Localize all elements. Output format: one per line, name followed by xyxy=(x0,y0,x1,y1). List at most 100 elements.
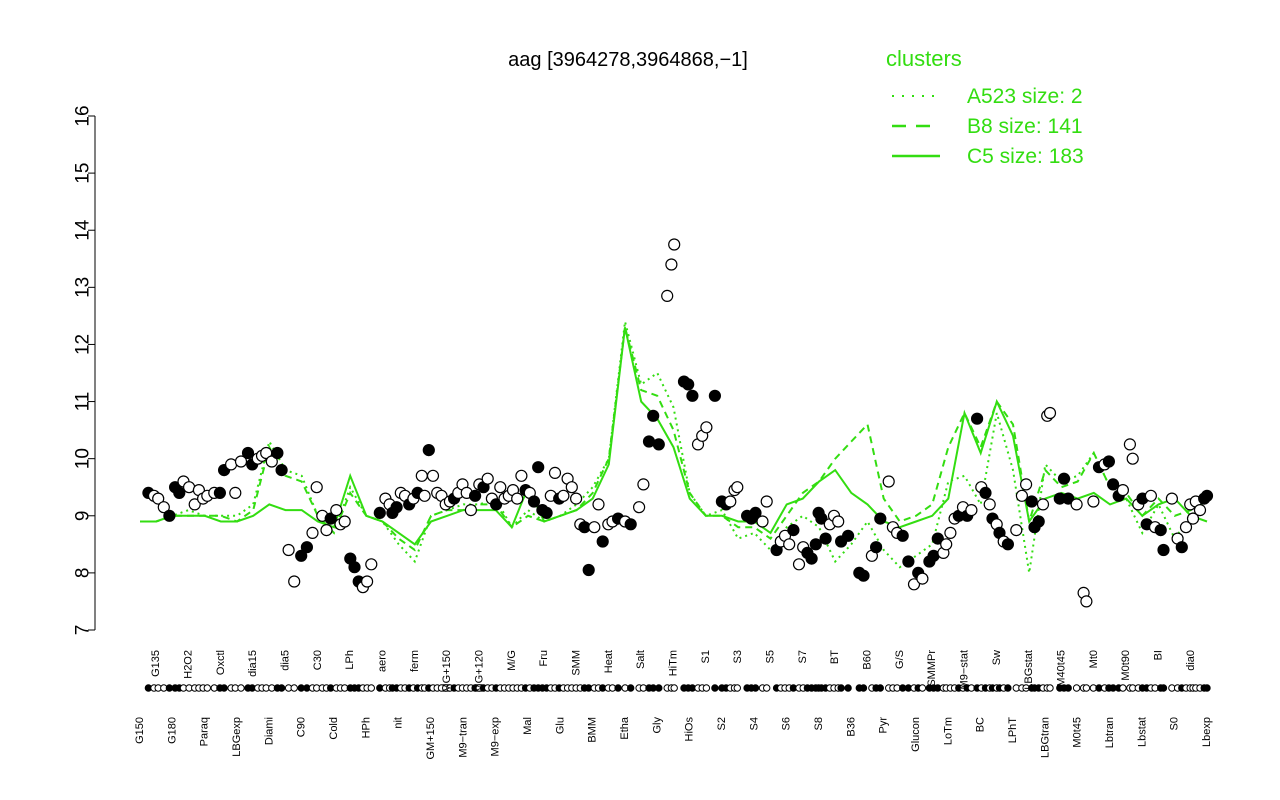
data-point-filled xyxy=(241,446,255,460)
data-point-filled xyxy=(1154,523,1167,537)
data-point-filled xyxy=(540,506,553,520)
data-point-filled xyxy=(295,549,308,562)
data-point-open xyxy=(1036,498,1050,511)
data-point-open xyxy=(310,481,323,494)
data-point-open xyxy=(661,289,674,302)
legend-title: clusters xyxy=(886,46,962,71)
y-tick-label: 16 xyxy=(73,105,94,126)
x-tick-label: Pyr xyxy=(878,717,890,734)
data-point-filled xyxy=(469,489,482,502)
data-point-open xyxy=(229,486,242,499)
rug-point xyxy=(220,684,228,692)
x-tick-label: Glucon xyxy=(910,717,922,752)
data-point-open xyxy=(569,492,583,505)
data-point-open xyxy=(756,515,769,528)
data-point-filled xyxy=(373,506,386,520)
data-point-filled xyxy=(896,529,909,542)
data-point-open xyxy=(1126,452,1139,465)
data-point-filled xyxy=(348,561,361,574)
data-point-open xyxy=(494,481,507,494)
data-point-filled xyxy=(300,541,313,554)
x-tick-label: M9−tran xyxy=(457,717,469,758)
x-tick-label: C30 xyxy=(312,650,324,670)
rug-point xyxy=(844,684,852,692)
x-tick-label: MG+150 xyxy=(441,650,453,693)
data-point-filled xyxy=(857,569,870,582)
data-point-open xyxy=(1116,484,1130,497)
x-tick-label: GM+150 xyxy=(425,717,437,760)
x-tick-label: SMM xyxy=(571,650,583,676)
data-point-filled xyxy=(1032,515,1045,528)
x-tick-label: BT xyxy=(829,650,841,664)
rug-point xyxy=(711,684,719,692)
data-point-open xyxy=(1043,406,1057,420)
x-tick-label: Lbtran xyxy=(1104,717,1116,748)
rug-point xyxy=(751,684,760,692)
rug-point xyxy=(277,684,286,692)
data-point-open xyxy=(306,526,319,540)
legend-label-c5: C5 size: 183 xyxy=(967,145,1084,168)
data-point-filled xyxy=(527,495,541,508)
x-tick-label: Oxctl xyxy=(215,650,227,675)
x-tick-label: Diami xyxy=(263,717,275,745)
x-tick-label: S7 xyxy=(797,650,809,663)
data-point-open xyxy=(760,495,773,508)
x-tick-label: M/G xyxy=(506,650,518,671)
data-point-open xyxy=(1179,521,1193,534)
x-tick-label: Mal xyxy=(522,717,534,735)
data-point-open xyxy=(940,538,953,551)
x-tick-label: Mt0 xyxy=(1088,650,1100,668)
x-tick-label: S3 xyxy=(732,650,744,663)
rug-point xyxy=(1203,684,1211,692)
data-point-open xyxy=(792,558,806,571)
data-point-open xyxy=(1144,489,1158,502)
data-point-open xyxy=(668,238,681,251)
data-point-filled xyxy=(749,506,762,520)
data-point-filled xyxy=(1175,541,1188,554)
x-tick-label: M40t45 xyxy=(1056,650,1068,687)
x-tick-label: LPhT xyxy=(1007,717,1019,744)
data-point-open xyxy=(282,543,295,557)
y-tick-label: 8 xyxy=(73,568,94,579)
data-point-filled xyxy=(902,555,915,568)
data-point-open xyxy=(464,504,477,517)
x-tick-label: BI xyxy=(1153,650,1165,660)
x-tick-label: BMM xyxy=(587,717,599,743)
x-tick-label: LPh xyxy=(344,650,356,670)
data-point-filled xyxy=(787,523,800,537)
data-point-open xyxy=(907,578,921,591)
x-tick-label: LBGtran xyxy=(1039,717,1051,758)
rug-point xyxy=(614,684,622,692)
chart-title: aag [3964278,3964868,−1] xyxy=(508,49,748,71)
rug-point xyxy=(1119,684,1127,692)
x-tick-label: Paraq xyxy=(199,717,211,746)
data-point-open xyxy=(338,515,351,528)
data-points xyxy=(142,238,1214,608)
data-point-open xyxy=(882,475,895,488)
x-tick-label: HPh xyxy=(360,717,372,738)
data-point-filled xyxy=(490,498,503,511)
data-point-open xyxy=(592,498,605,511)
rug-point xyxy=(1072,684,1081,692)
x-tick-label: Fru xyxy=(538,650,550,667)
x-tick-label: G150 xyxy=(134,717,146,744)
x-rug xyxy=(144,684,1211,692)
data-point-filled xyxy=(390,501,403,514)
data-point-open xyxy=(330,504,343,517)
data-point-open xyxy=(965,504,978,517)
data-point-open xyxy=(665,258,678,271)
x-tick-label: Sw xyxy=(991,650,1003,665)
x-tick-label: G135 xyxy=(150,650,162,677)
data-point-filled xyxy=(582,563,595,577)
x-tick-label: LBGstat xyxy=(1023,650,1035,690)
data-point-open xyxy=(944,526,957,540)
data-point-open xyxy=(320,523,333,537)
x-tick-label: Heat xyxy=(603,650,615,673)
data-point-filled xyxy=(809,538,822,551)
data-point-filled xyxy=(708,389,722,402)
legend-label-b8: B8 size: 141 xyxy=(967,115,1083,138)
data-point-open xyxy=(724,495,737,508)
x-tick-label: S1 xyxy=(700,650,712,663)
data-point-open xyxy=(361,575,374,588)
x-tick-label: MG+120 xyxy=(474,650,486,693)
